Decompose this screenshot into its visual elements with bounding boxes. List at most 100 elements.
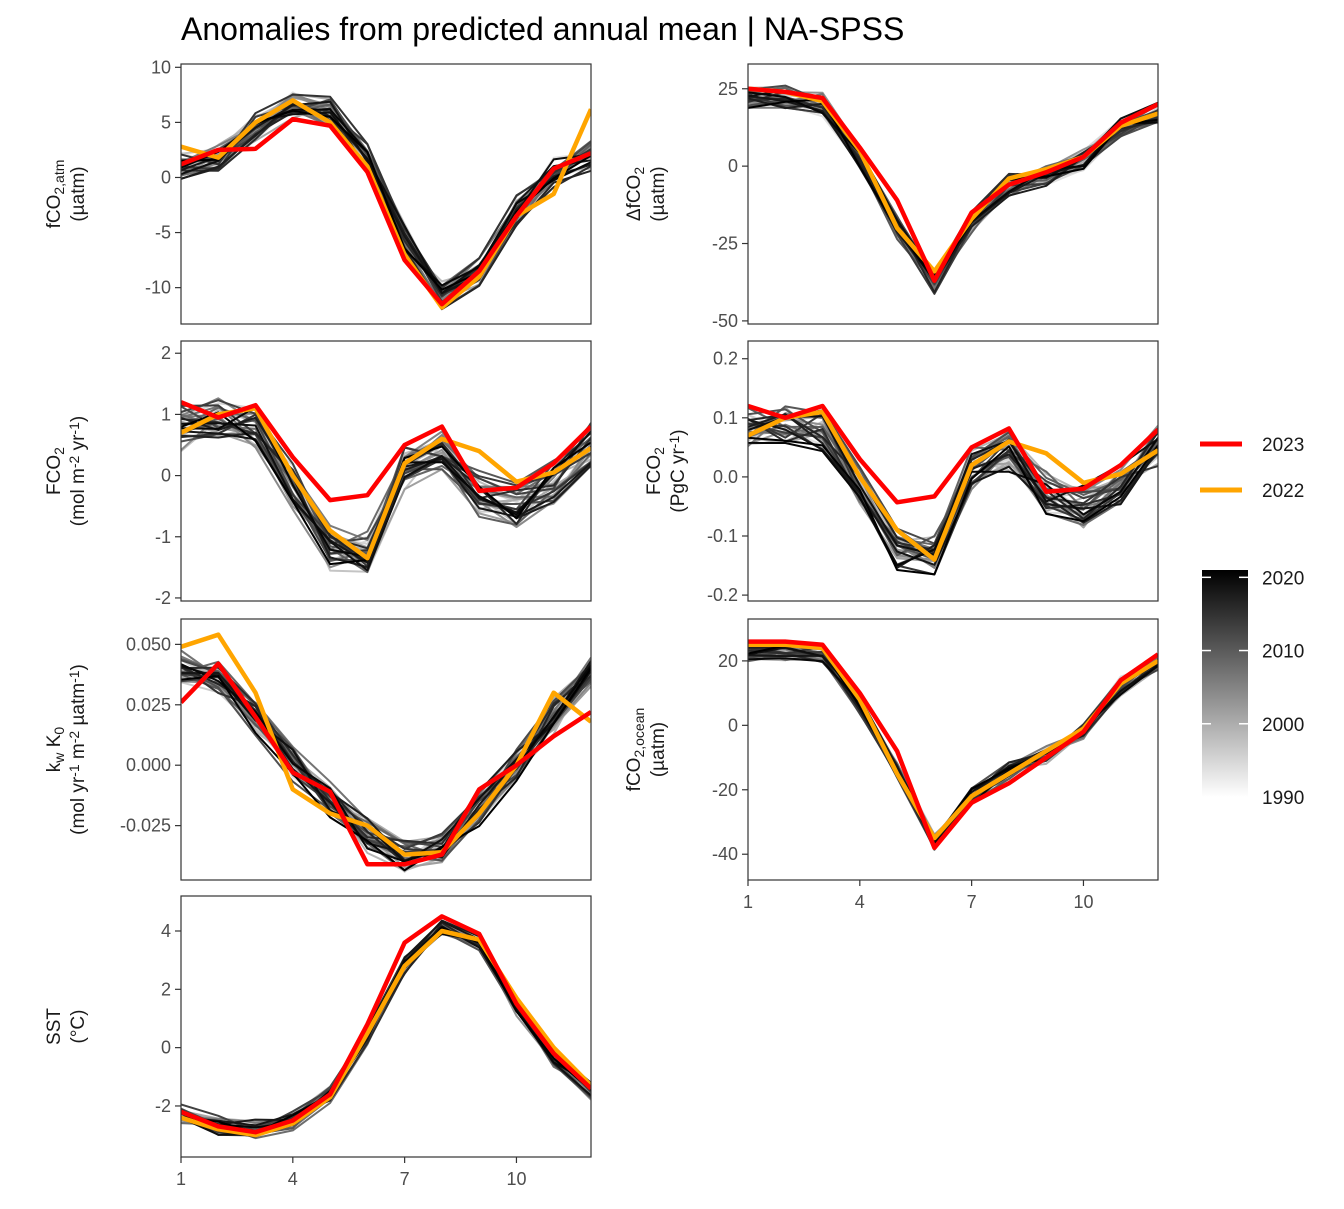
- series-line-year-2013: [748, 646, 1158, 840]
- panel-fco2_atm: 10 5 0 -5 -10 fCO2,atm (µatm): [44, 57, 592, 325]
- series-line-year-1994: [748, 654, 1158, 840]
- y-axis-label-part: ): [668, 429, 689, 435]
- y-tick-label: 1: [161, 404, 171, 424]
- y-axis-label-part: k: [44, 762, 65, 772]
- plot-area: [181, 632, 591, 873]
- y-tick-label: -0.1: [707, 526, 738, 546]
- y-tick-label: 0: [161, 466, 171, 486]
- y-tick-label: -25: [712, 234, 738, 254]
- colorbar-label: 2000: [1262, 715, 1304, 736]
- series-line-year-2013: [748, 412, 1158, 560]
- series-line-year-2017: [181, 416, 591, 569]
- y-axis-label-part: -2: [66, 455, 82, 468]
- plot-area: [748, 84, 1158, 295]
- y-tick-label: 2: [161, 979, 171, 999]
- y-axis-label-part: 2: [51, 447, 67, 455]
- plot-area: [181, 914, 591, 1140]
- y-axis-label-part: (µatm): [648, 166, 669, 221]
- y-tick-label: 4: [161, 921, 171, 941]
- y-axis-label: fCO2,ocean: [624, 708, 647, 792]
- y-tick-label: 0: [728, 156, 738, 176]
- colorbar-label: 2020: [1262, 568, 1304, 589]
- y-tick-label: 0.000: [126, 755, 171, 775]
- plot-area: [181, 397, 591, 574]
- y-axis-label-part: -1: [66, 764, 82, 777]
- y-axis-label-part: ΔfCO: [624, 175, 645, 221]
- y-tick-label: -0.2: [707, 585, 738, 605]
- y-axis-label-part: µatm: [68, 683, 89, 731]
- y-axis-label: (µatm): [68, 166, 89, 221]
- series-line-year-2013: [748, 92, 1158, 295]
- y-tick-label: 0.2: [713, 349, 738, 369]
- series-line-year-2005: [748, 646, 1158, 837]
- panel-border: [180, 618, 592, 881]
- series-line-year-1997: [748, 101, 1158, 293]
- y-axis-label-part: -2: [66, 731, 82, 744]
- series-line-year-2007: [181, 930, 591, 1137]
- y-axis-label: kw K0: [44, 727, 67, 773]
- plot-area: [748, 403, 1158, 576]
- y-axis-label: FCO2: [44, 447, 67, 495]
- series-line-year-2019: [748, 646, 1158, 840]
- panel-delta_fco2: 25 0 -25 -50 ΔfCO2 (µatm): [624, 63, 1159, 331]
- series-line-year-1992: [748, 643, 1158, 836]
- series-line-2022: [181, 928, 591, 1138]
- y-axis-label-part: ): [68, 416, 89, 422]
- panel-fco2_flux_pg: 0.2 0.1 0.0 -0.1 -0.2 FCO2 (PgC yr-1): [644, 340, 1159, 605]
- legend: 2023 2022 2020 2010 2000 1990: [1200, 435, 1304, 809]
- x-tick-label: 1: [176, 1169, 186, 1189]
- y-tick-label: -5: [155, 223, 171, 243]
- series-line-2023: [748, 86, 1158, 283]
- panel-border: [747, 63, 1159, 325]
- series-line-year-2021: [748, 436, 1158, 576]
- y-axis-label-part: (µatm): [68, 166, 89, 221]
- series-line-2022: [748, 642, 1158, 841]
- plot-area: [748, 639, 1158, 851]
- series-line-year-2014: [181, 93, 591, 289]
- y-tick-label: 20: [718, 651, 738, 671]
- y-axis-label-part: (µatm): [648, 722, 669, 777]
- series-line-2023: [748, 403, 1158, 505]
- y-tick-label: 25: [718, 79, 738, 99]
- panel-border: [747, 340, 1159, 602]
- y-axis-label: (°C): [68, 1010, 89, 1044]
- y-axis-label-part: -1: [66, 670, 82, 683]
- y-axis-label-part: K: [44, 734, 65, 752]
- series-line-2023: [181, 116, 591, 307]
- x-tick-label: 10: [1073, 892, 1093, 912]
- y-tick-label: 0.0: [713, 467, 738, 487]
- panel-border: [747, 618, 1159, 881]
- series-line-year-1996: [748, 647, 1158, 838]
- y-axis-label-part: FCO: [644, 455, 665, 495]
- y-tick-label: -40: [712, 844, 738, 864]
- series-line-2022: [748, 409, 1158, 562]
- y-axis-label-part: (°C): [68, 1010, 89, 1044]
- series-line-year-2019: [181, 422, 591, 572]
- y-axis-label: fCO2,atm: [44, 160, 67, 229]
- colorbar-label: 1990: [1262, 788, 1304, 809]
- y-axis-label-part: 0: [51, 727, 67, 735]
- panel-border: [180, 63, 592, 325]
- legend-label: 2023: [1262, 435, 1304, 456]
- series-line-year-1998: [748, 647, 1158, 836]
- series-line-year-2010: [748, 641, 1158, 843]
- y-axis-label: ΔfCO2: [624, 167, 647, 221]
- y-tick-label: 10: [151, 57, 171, 77]
- y-axis-label: (µatm): [648, 166, 669, 221]
- series-line-2023: [181, 400, 591, 503]
- y-axis-label: (mol m-2 yr-1): [66, 416, 89, 526]
- series-line-year-1990: [748, 647, 1158, 840]
- y-tick-label: 0.050: [126, 634, 171, 654]
- series-line-year-2004: [748, 646, 1158, 838]
- y-tick-label: -1: [155, 527, 171, 547]
- y-axis-label-part: 2: [631, 167, 647, 175]
- series-line-2023: [181, 661, 591, 867]
- y-tick-label: 0: [728, 715, 738, 735]
- y-axis-label-part: ): [68, 664, 89, 670]
- y-axis-label-part: m: [68, 743, 89, 764]
- y-tick-label: -2: [155, 588, 171, 608]
- series-line-year-1995: [748, 645, 1158, 841]
- x-tick-label: 4: [855, 892, 865, 912]
